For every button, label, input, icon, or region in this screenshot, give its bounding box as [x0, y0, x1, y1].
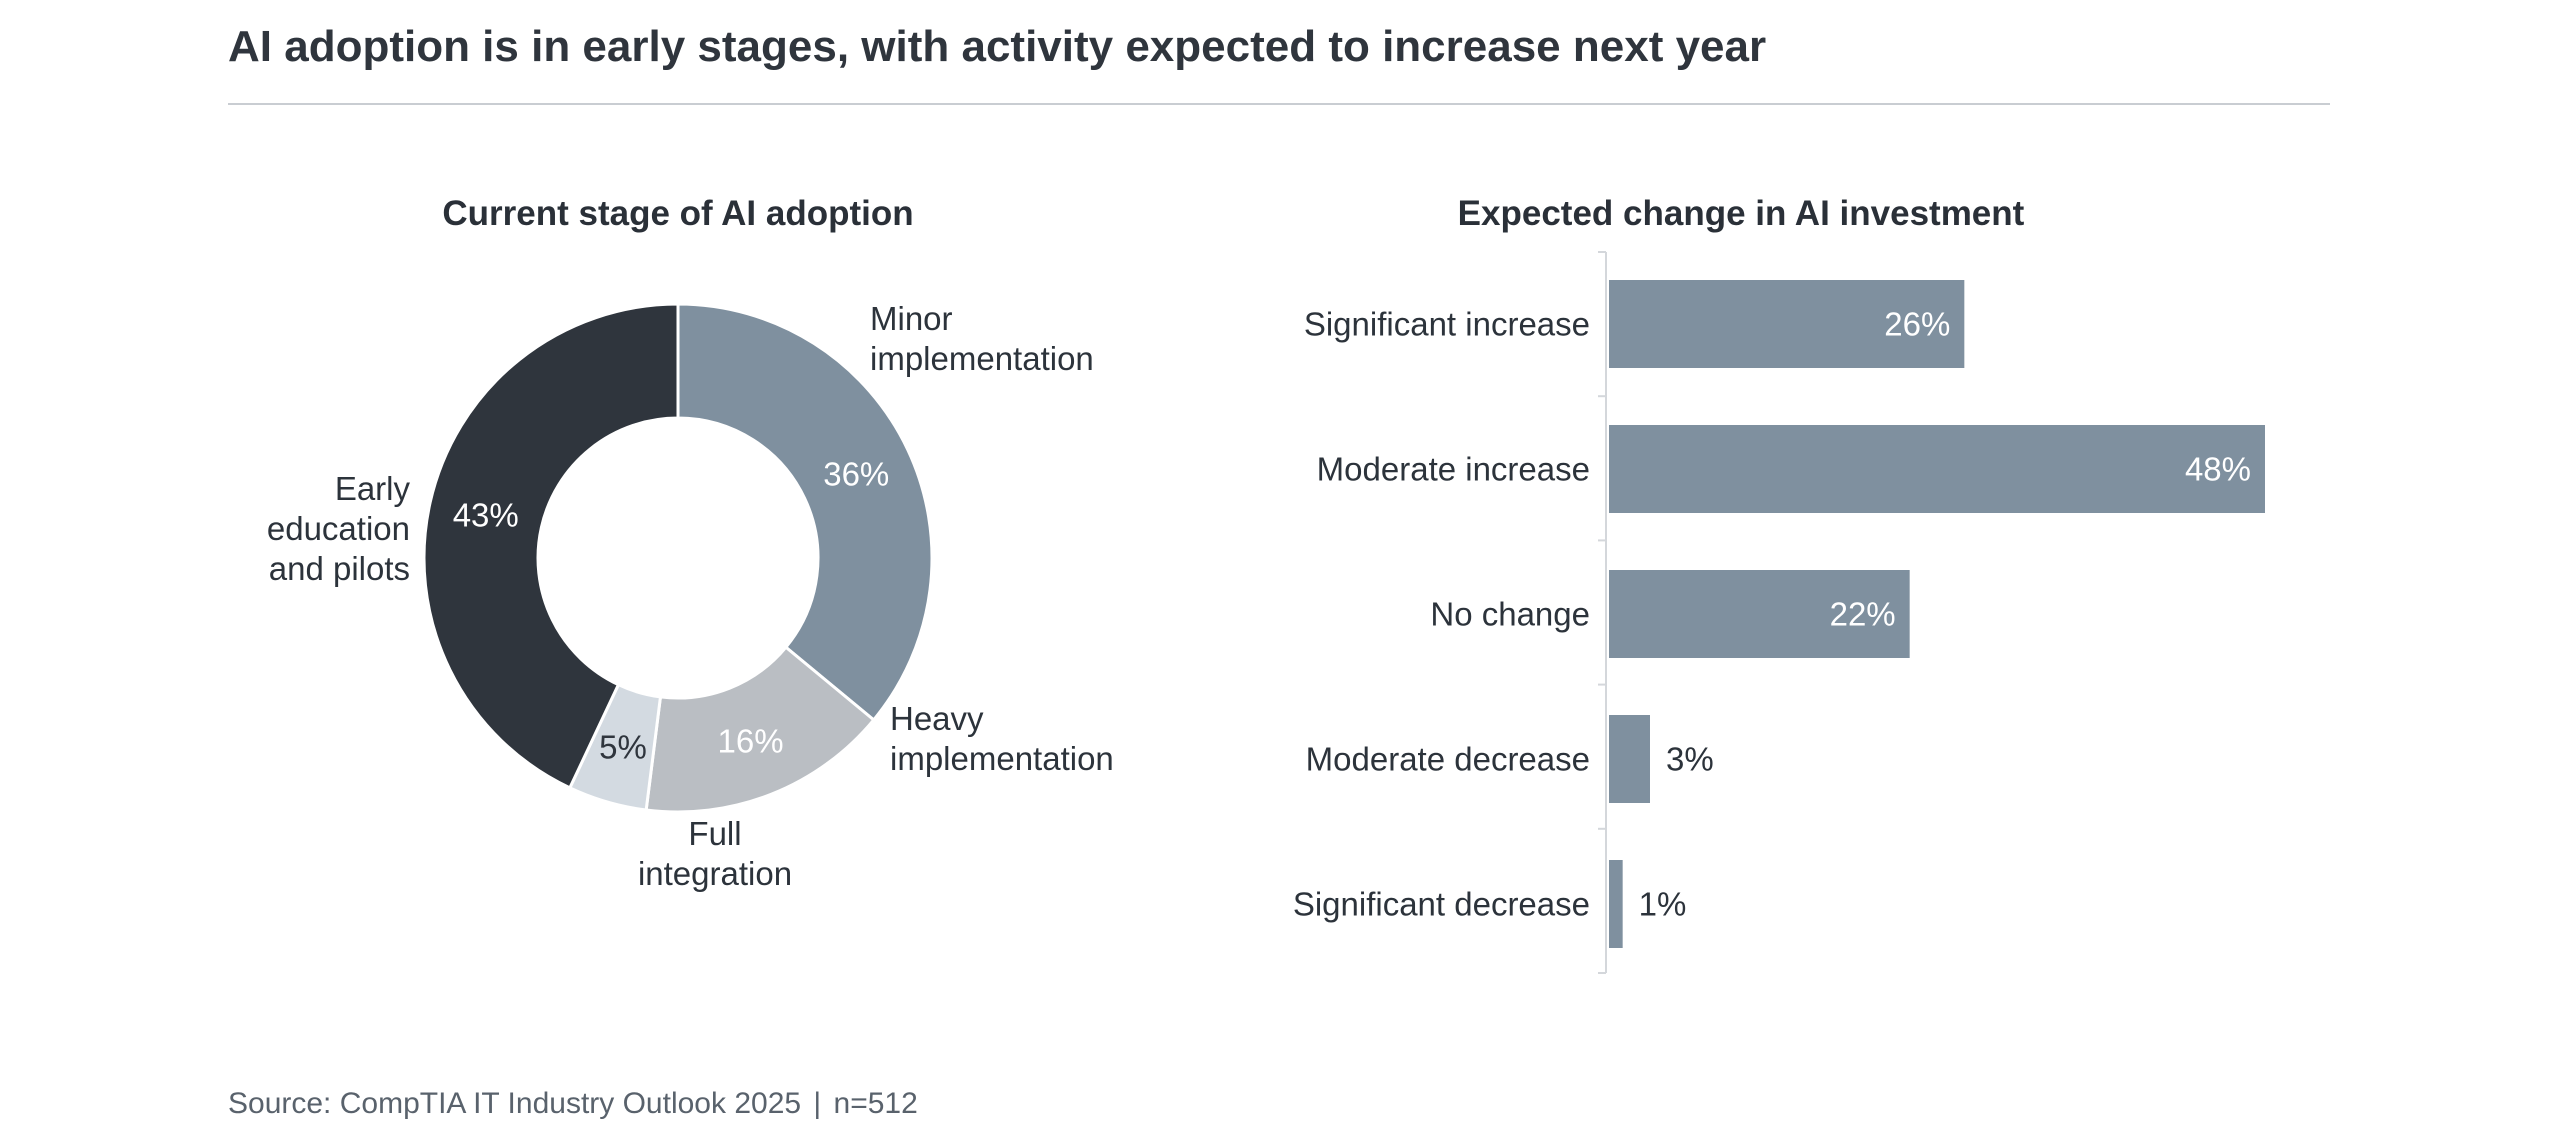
donut-label-heavy-implementation: Heavy implementation: [890, 700, 1114, 777]
donut-slice-early-education-and-pilots: [422, 302, 680, 790]
bar-chart-title: Expected change in AI investment: [1457, 194, 2025, 233]
donut-value-minor-implementation: 36%: [823, 456, 889, 493]
source-separator: |: [813, 1087, 822, 1120]
sample-size: n=512: [833, 1087, 918, 1120]
bar-category-significant-increase: Significant increase: [1304, 306, 1590, 343]
bar-moderate-decrease: [1609, 715, 1650, 803]
bar-value-no-change: 22%: [1830, 596, 1896, 633]
title-divider: [228, 103, 2330, 105]
donut-chart-title: Current stage of AI adoption: [442, 194, 914, 233]
bar-value-moderate-increase: 48%: [2185, 451, 2251, 488]
bar-significant-increase: [1609, 280, 1965, 368]
bar-no-change: [1609, 570, 1910, 658]
donut-label-minor-implementation: Minor implementation: [870, 300, 1094, 377]
donut-value-full-integration: 5%: [599, 729, 647, 766]
donut-slice-heavy-implementation: [644, 645, 876, 814]
donut-chart: 36% Minor implementation 16% Heavy implementa…: [267, 300, 1114, 892]
donut-label-full-integration: Full integration: [638, 815, 792, 892]
donut-slice-minor-implementation: [676, 302, 934, 723]
bar-category-no-change: No change: [1430, 596, 1590, 633]
page-title: AI adoption is in early stages, with act…: [228, 22, 1767, 71]
bar-chart: Significant increase 26% Moderate increase…: [1293, 251, 2265, 974]
bar-category-moderate-decrease: Moderate decrease: [1306, 741, 1590, 778]
bar-significant-decrease: [1609, 860, 1623, 948]
source-label: Source: CompTIA IT Industry Outlook 2025: [228, 1087, 802, 1120]
bar-value-moderate-decrease: 3%: [1666, 741, 1714, 778]
bar-category-moderate-increase: Moderate increase: [1317, 451, 1590, 488]
bar-category-significant-decrease: Significant decrease: [1293, 886, 1590, 923]
donut-label-early-education-and-pilots: Early education and pilots: [267, 470, 411, 587]
bar-value-significant-increase: 26%: [1884, 306, 1950, 343]
donut-value-heavy-implementation: 16%: [717, 723, 783, 760]
donut-value-early-education-and-pilots: 43%: [453, 497, 519, 534]
bar-moderate-increase: [1609, 425, 2265, 513]
source-note: Source: CompTIA IT Industry Outlook 2025…: [228, 1087, 918, 1121]
bar-value-significant-decrease: 1%: [1639, 886, 1687, 923]
